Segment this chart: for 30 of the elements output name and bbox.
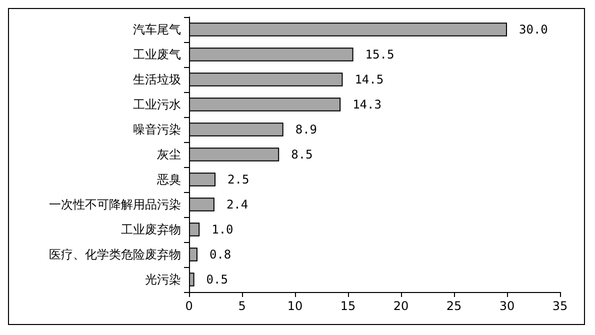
x-tick-label: 5 [238, 299, 246, 313]
y-tick-label: 生活垃圾 [133, 72, 181, 86]
data-label: 2.4 [226, 198, 248, 212]
x-tick-label: 30 [499, 299, 515, 313]
y-tick-label: 灰尘 [157, 148, 181, 162]
y-tick-label: 一次性不可降解用品污染 [49, 198, 181, 212]
x-tick-label: 35 [552, 299, 568, 313]
data-label: 15.5 [365, 48, 394, 62]
data-label: 0.8 [209, 248, 232, 262]
x-tick-label: 10 [287, 299, 303, 313]
data-label: 8.5 [291, 148, 313, 162]
x-tick-label: 15 [340, 299, 356, 313]
y-tick-label: 恶臭 [156, 172, 181, 186]
data-label: 14.3 [352, 98, 382, 112]
data-label: 2.5 [228, 172, 250, 186]
y-tick-label: 汽车尾气 [133, 22, 181, 36]
x-tick-label: 25 [446, 299, 462, 313]
y-tick-label: 工业废气 [133, 48, 181, 62]
y-tick-label: 光污染 [145, 272, 181, 286]
y-tick-label: 噪音污染 [133, 122, 181, 136]
y-tick-label: 工业废弃物 [121, 222, 181, 236]
y-tick-label: 医疗、化学类危险废弃物 [49, 248, 181, 262]
data-label: 0.5 [206, 272, 228, 286]
x-tick-label: 0 [185, 299, 193, 313]
data-label: 30.0 [519, 22, 548, 36]
x-tick-label: 20 [393, 299, 409, 313]
y-tick-label: 工业污水 [133, 98, 181, 112]
data-label: 14.5 [354, 72, 384, 86]
data-label: 1.0 [212, 222, 234, 236]
data-label: 8.9 [295, 122, 318, 136]
